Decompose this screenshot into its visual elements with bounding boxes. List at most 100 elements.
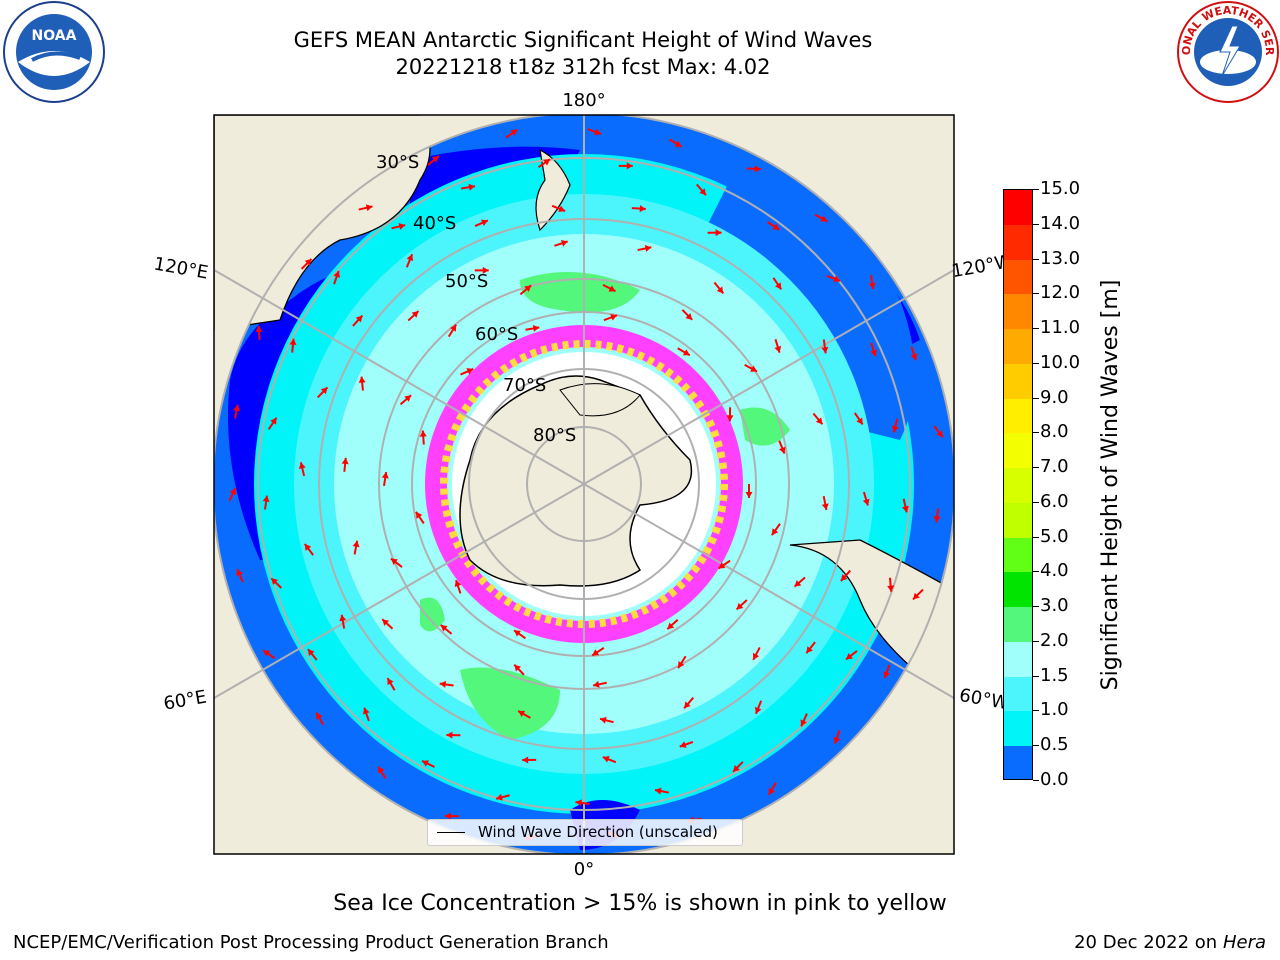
wind-arrow-head xyxy=(355,315,363,323)
wind-arrow-head xyxy=(768,787,775,795)
wind-arrow-head xyxy=(602,756,610,763)
map-frame xyxy=(213,114,955,855)
wind-arrow-head xyxy=(320,387,328,395)
colorbar-tick-mark xyxy=(1033,258,1039,260)
wind-arrow-head xyxy=(263,650,270,657)
wind-arrow-head xyxy=(333,270,341,278)
wind-arrow-head xyxy=(510,129,518,136)
wind-arrow-head xyxy=(404,395,412,402)
wind-arrow-head xyxy=(382,619,390,626)
svg-text:NOAA: NOAA xyxy=(32,28,77,44)
colorbar-tick-label: 2.0 xyxy=(1040,629,1069,651)
wind-arrow-head xyxy=(446,731,453,739)
wind-arrow-head xyxy=(806,646,813,654)
colorbar-segment xyxy=(1004,572,1032,607)
wind-arrow-head xyxy=(682,349,690,356)
colorbar xyxy=(1003,189,1033,780)
colorbar-tick-mark xyxy=(1033,293,1039,295)
wind-arrow-head xyxy=(289,338,297,346)
colorbar-tick-label: 0.5 xyxy=(1040,734,1069,756)
wind-arrow-head xyxy=(891,425,899,433)
wind-arrow-head xyxy=(887,585,895,592)
colorbar-tick-mark xyxy=(1033,501,1039,503)
wind-arrow-head xyxy=(304,258,312,266)
colorbar-tick-mark xyxy=(1033,780,1039,781)
colorbar-tick-mark xyxy=(1033,571,1039,573)
wind-arrow-head xyxy=(718,562,726,569)
wind-arrow-head xyxy=(821,503,829,510)
wind-arrow-head xyxy=(667,622,675,630)
colorbar-segment xyxy=(1004,746,1032,779)
wind-arrow-head xyxy=(778,446,786,454)
wind-arrow-head xyxy=(466,368,474,375)
wind-arrow-head xyxy=(316,712,323,720)
lat-label-50: 50°S xyxy=(445,271,488,292)
wind-arrow-head xyxy=(913,592,920,600)
wind-arrow-head xyxy=(933,516,941,523)
chart-subtitle: 20221218 t18z 312h fcst Max: 4.02 xyxy=(395,55,771,79)
colorbar-segment xyxy=(1004,398,1032,434)
wind-arrow-head xyxy=(771,528,779,536)
wind-arrow-head xyxy=(800,719,807,727)
wind-arrow-head xyxy=(431,155,439,163)
run-date-text: 20 Dec 2022 on xyxy=(1074,932,1218,953)
wind-arrow-head xyxy=(454,580,462,587)
colorbar-segment xyxy=(1004,711,1032,746)
colorbar-tick-label: 0.0 xyxy=(1040,769,1069,790)
wind-arrow-head xyxy=(715,229,722,237)
colorbar-tick-label: 10.0 xyxy=(1040,351,1081,373)
wind-arrow-head xyxy=(270,417,277,425)
wind-arrow-head xyxy=(233,404,240,412)
wind-arrow-head xyxy=(639,205,646,213)
wind-arrow-head xyxy=(750,365,758,372)
wind-arrow-head xyxy=(496,793,503,801)
colorbar-tick-mark xyxy=(1033,397,1039,399)
graticule xyxy=(214,115,954,854)
colorbar-segment xyxy=(1004,468,1032,503)
wind-arrow-head xyxy=(339,614,347,622)
wind-arrow-head xyxy=(868,282,876,289)
wind-arrow-head xyxy=(387,678,394,686)
colorbar-tick-label: 8.0 xyxy=(1040,421,1069,443)
colorbar-segment xyxy=(1004,676,1032,712)
wind-arrow-head xyxy=(736,602,744,610)
colorbar-tick-label: 7.0 xyxy=(1040,456,1069,478)
wind-arrow-head xyxy=(468,183,476,191)
wind-arrow-head xyxy=(815,417,823,425)
colorbar-label: Significant Height of Wind Waves [m] xyxy=(1098,279,1123,691)
wind-arrow-head xyxy=(378,766,385,774)
wind-arrow-head xyxy=(415,511,423,519)
run-host: Hera xyxy=(1222,932,1266,953)
wind-arrow-head xyxy=(833,736,841,744)
meridian-60e-120w xyxy=(214,269,954,699)
lat-label-70: 70°S xyxy=(503,375,546,396)
lat-label-80: 80°S xyxy=(533,425,576,446)
lon-label-top: 180° xyxy=(562,90,605,111)
wind-arrow-head xyxy=(444,812,451,820)
lon-label-left-upper: 120°E xyxy=(152,253,210,283)
colorbar-tick-label: 12.0 xyxy=(1040,282,1081,304)
wind-arrow-head xyxy=(358,376,366,383)
wind-arrow-head xyxy=(362,707,370,715)
wind-arrow-head xyxy=(655,787,662,795)
colorbar-tick-label: 9.0 xyxy=(1040,386,1069,408)
lat-label-60: 60°S xyxy=(475,324,518,345)
colorbar-segment xyxy=(1004,502,1032,538)
wind-arrow-head xyxy=(794,580,802,587)
wind-arrow-head xyxy=(449,324,457,332)
colorbar-segment xyxy=(1004,224,1032,260)
wind-arrow-head xyxy=(304,543,312,551)
colorbar-tick-mark xyxy=(1033,362,1039,364)
lon-label-bottom: 0° xyxy=(574,859,594,880)
wind-arrow-head xyxy=(440,625,448,632)
colorbar-segment xyxy=(1004,641,1032,677)
wind-arrow-head xyxy=(716,286,724,294)
wind-arrow-head xyxy=(532,324,540,332)
wind-arrow-head xyxy=(522,756,529,764)
new-zealand-land xyxy=(535,148,571,232)
colorbar-tick-label: 3.0 xyxy=(1040,595,1069,617)
wind-arrow-head xyxy=(774,345,782,353)
legend-line-swatch xyxy=(437,832,465,833)
wind-arrow-head xyxy=(543,159,551,166)
wind-arrow-head xyxy=(524,285,532,292)
